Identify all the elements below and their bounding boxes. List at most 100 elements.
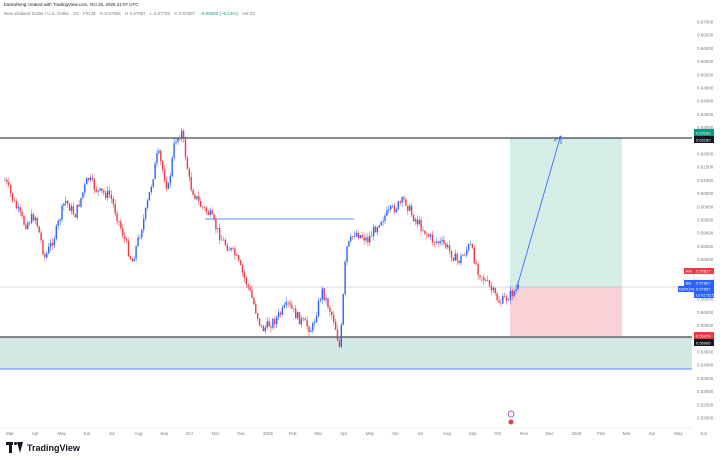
- candle-body: [6, 179, 8, 183]
- candle-body: [437, 241, 439, 244]
- candle-body: [27, 222, 29, 229]
- projection-arrow[interactable]: [516, 137, 561, 288]
- earnings-flag-icon[interactable]: [508, 419, 514, 425]
- candle-body: [141, 229, 143, 238]
- candle-body: [395, 209, 398, 213]
- candle-body: [277, 312, 280, 318]
- candle-body: [473, 247, 475, 264]
- candle-body: [232, 247, 234, 249]
- candle-body: [331, 311, 333, 316]
- symbol-name[interactable]: New Zealand Dollar / U.S. Dollar · 1D · …: [4, 11, 96, 16]
- ask-price: 0.57827: [696, 269, 711, 274]
- event-marker-icon[interactable]: [507, 410, 515, 418]
- candle-body: [378, 225, 380, 228]
- time-tick-label: Sep: [160, 431, 169, 436]
- candle-body: [397, 201, 399, 210]
- candle-body: [171, 157, 173, 176]
- candle-body: [196, 196, 198, 199]
- time-tick-label: May: [57, 431, 66, 436]
- candle-body: [21, 211, 23, 217]
- candle-body: [108, 190, 111, 195]
- candle-body: [384, 215, 386, 221]
- footer-bar: TradingView: [0, 438, 720, 458]
- support-zone[interactable]: [0, 337, 692, 369]
- candle-body: [509, 290, 512, 300]
- candle-body: [175, 141, 177, 144]
- price-tick-label: 0.64500: [697, 86, 714, 91]
- time-tick-label: Feb: [597, 431, 605, 436]
- time-tick-label: Mar: [6, 431, 14, 436]
- candle-body: [163, 169, 166, 181]
- price-tick-label: 0.52000: [697, 416, 714, 421]
- time-axis[interactable]: Mar Apr May Jun Jul Aug Sep Oct Nov Dec 2025 Feb Mar…: [6, 431, 708, 436]
- candle-body: [481, 277, 483, 278]
- candle-body: [120, 221, 122, 229]
- candle-body: [190, 176, 192, 190]
- bid-label: Bid: [686, 281, 692, 286]
- price-tick-label: 0.60000: [697, 204, 714, 209]
- tradingview-logo[interactable]: TradingView: [6, 442, 80, 453]
- candle-body: [122, 228, 124, 237]
- candle-body: [217, 227, 219, 229]
- candle-body: [467, 244, 470, 251]
- profit-zone[interactable]: [510, 138, 622, 287]
- candle-body: [205, 207, 208, 213]
- candle-body: [165, 180, 168, 189]
- price-tick-label: 0.59000: [697, 231, 714, 236]
- last-price: 0.57807: [696, 287, 711, 292]
- candle-body: [139, 237, 141, 239]
- time-tick-label: May: [366, 431, 375, 436]
- candle-body: [89, 177, 92, 181]
- candle-body: [367, 237, 369, 243]
- arrow-head-icon: [553, 135, 562, 144]
- candle-body: [238, 255, 240, 261]
- candle-body: [500, 302, 502, 304]
- candle-body: [340, 324, 342, 347]
- candle-body: [241, 264, 244, 273]
- candles: [4, 127, 519, 349]
- candle-body: [325, 298, 327, 300]
- candle-body: [401, 197, 403, 203]
- candle-body: [19, 207, 21, 212]
- candle-body: [314, 321, 316, 324]
- candle-body: [439, 241, 441, 244]
- candle-body: [230, 247, 232, 251]
- candle-body: [365, 237, 367, 241]
- time-tick-label: Oct: [186, 431, 194, 436]
- tradingview-logo-icon: [6, 442, 24, 453]
- target-price-tag: 0.63180 0.63180: [694, 129, 714, 143]
- candle-body: [460, 255, 462, 264]
- candle-body: [304, 318, 306, 321]
- price-tick-label: 0.66000: [697, 46, 714, 51]
- candle-body: [424, 230, 426, 234]
- candle-body: [169, 175, 171, 184]
- candle-body: [431, 234, 434, 243]
- candle-body: [215, 219, 217, 229]
- candle-body: [310, 330, 312, 332]
- candle-body: [78, 204, 80, 207]
- price-chart[interactable]: 0.67000 0.66500 0.66000 0.65500 0.65000 0.645…: [0, 0, 720, 438]
- loss-zone[interactable]: [510, 287, 622, 336]
- time-tick-label: Jun: [83, 431, 91, 436]
- ohlc-low: L 0.57782: [150, 11, 170, 16]
- time-tick-label: Nov: [520, 431, 529, 436]
- time-tick-label: Jun: [700, 431, 708, 436]
- candle-body: [464, 254, 466, 256]
- time-tick-label: Apr: [649, 431, 657, 436]
- candle-body: [302, 318, 304, 320]
- candle-body: [162, 161, 164, 170]
- candle-body: [67, 200, 69, 204]
- candle-body: [315, 316, 318, 322]
- candle-body: [224, 239, 227, 246]
- price-axis[interactable]: 0.67000 0.66500 0.66000 0.65500 0.65000 0.645…: [697, 20, 714, 421]
- candle-body: [513, 290, 515, 297]
- candle-body: [207, 212, 209, 215]
- candle-body: [260, 324, 263, 327]
- candle-body: [374, 226, 377, 233]
- candle-body: [184, 138, 187, 158]
- candle-body: [409, 205, 411, 211]
- candle-body: [158, 150, 160, 154]
- candle-body: [253, 297, 255, 305]
- candle-body: [51, 242, 54, 246]
- price-tick-label: 0.55500: [697, 323, 714, 328]
